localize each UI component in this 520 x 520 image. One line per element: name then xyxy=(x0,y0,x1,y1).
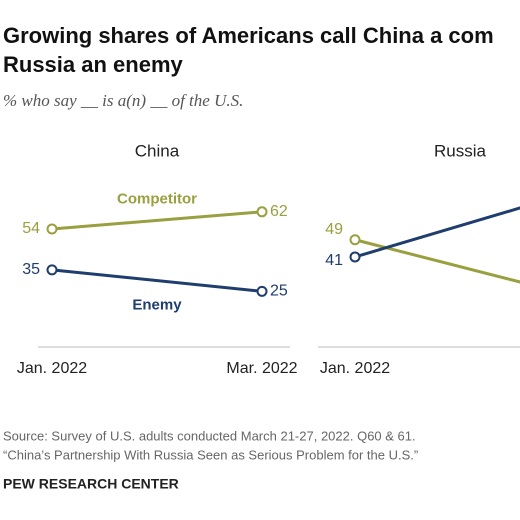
data-label: 54 xyxy=(22,220,40,237)
series-line xyxy=(354,238,520,284)
x-tick-label: Jan. 2022 xyxy=(320,360,390,377)
point xyxy=(46,223,58,235)
series-line xyxy=(51,210,263,231)
point xyxy=(349,251,361,263)
panel-title: Russia xyxy=(434,141,487,160)
brand: PEW RESEARCH CENTER xyxy=(3,476,179,492)
panel-title: China xyxy=(135,141,180,160)
point xyxy=(349,234,361,246)
data-label: 62 xyxy=(270,203,288,220)
subtitle: % who say __ is a(n) __ of the U.S. xyxy=(3,91,243,110)
series-line xyxy=(51,268,263,293)
data-label: 41 xyxy=(325,252,343,269)
source-line: Source: Survey of U.S. adults conducted … xyxy=(3,428,416,443)
title-line: Russia an enemy xyxy=(3,52,184,77)
point xyxy=(256,206,268,218)
x-tick-label: Jan. 2022 xyxy=(17,360,87,377)
data-label: 49 xyxy=(325,221,343,238)
series-label: Competitor xyxy=(117,190,197,207)
point xyxy=(256,285,268,297)
source-line: “China’s Partnership With Russia Seen as… xyxy=(3,447,418,462)
series-label: Enemy xyxy=(132,297,182,314)
series-line xyxy=(354,206,520,259)
data-label: 35 xyxy=(22,261,40,278)
title-line: Growing shares of Americans call China a… xyxy=(3,23,494,48)
data-label: 25 xyxy=(270,283,288,300)
x-tick-label: Mar. 2022 xyxy=(226,360,297,377)
point xyxy=(46,264,58,276)
